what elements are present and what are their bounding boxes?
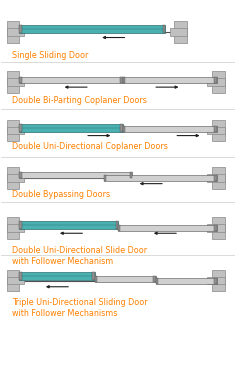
Bar	[120, 124, 123, 132]
Bar	[207, 127, 225, 135]
Bar	[19, 172, 22, 178]
Bar	[214, 278, 217, 284]
Text: Triple Uni-Directional Sliding Door
with Follower Mechanisms: Triple Uni-Directional Sliding Door with…	[13, 298, 148, 319]
Bar	[212, 71, 225, 93]
Bar	[19, 77, 22, 83]
Bar	[116, 221, 118, 229]
Bar	[212, 217, 225, 239]
Bar	[156, 278, 158, 284]
Bar	[95, 276, 156, 282]
Bar	[118, 225, 217, 231]
Bar	[214, 175, 217, 180]
Text: Double Uni-Directional Slide Door
with Follower Mechanism: Double Uni-Directional Slide Door with F…	[13, 246, 148, 266]
Bar	[19, 172, 132, 178]
Bar	[214, 126, 217, 132]
Bar	[118, 225, 120, 231]
Bar	[207, 174, 225, 182]
Text: Single Sliding Door: Single Sliding Door	[13, 51, 89, 60]
Bar	[19, 124, 22, 132]
Bar	[7, 270, 19, 291]
Text: Double Bypassing Doors: Double Bypassing Doors	[13, 190, 110, 199]
Bar	[19, 25, 22, 33]
Bar	[207, 224, 225, 232]
Bar	[212, 167, 225, 189]
Bar	[19, 272, 22, 280]
Bar	[120, 77, 123, 83]
Bar	[7, 21, 19, 42]
Bar	[7, 217, 19, 239]
Bar	[212, 120, 225, 141]
Bar	[19, 77, 123, 83]
Bar	[7, 174, 24, 182]
Bar	[92, 272, 95, 280]
Bar	[7, 224, 24, 232]
Bar	[7, 28, 24, 35]
Text: Double Bi-Parting Coplaner Doors: Double Bi-Parting Coplaner Doors	[13, 96, 147, 105]
Bar	[7, 127, 24, 135]
Bar	[207, 277, 225, 284]
Bar	[163, 25, 165, 33]
Bar	[153, 276, 156, 282]
Bar	[95, 276, 97, 282]
Bar	[123, 77, 125, 83]
Text: Double Uni-Directional Coplaner Doors: Double Uni-Directional Coplaner Doors	[13, 142, 168, 151]
Bar	[214, 77, 217, 83]
Bar	[7, 71, 19, 93]
Bar	[170, 28, 187, 35]
Bar	[19, 221, 118, 229]
Bar	[156, 278, 217, 284]
Bar	[123, 126, 125, 132]
Bar	[7, 78, 24, 86]
Bar	[104, 175, 217, 180]
Bar	[104, 175, 106, 180]
Bar	[19, 272, 95, 280]
Bar	[19, 124, 123, 132]
Bar	[7, 167, 19, 189]
Bar	[19, 221, 22, 229]
Bar	[174, 21, 187, 42]
Bar	[123, 77, 217, 83]
Bar	[19, 25, 165, 33]
Bar	[207, 78, 225, 86]
Bar	[123, 126, 217, 132]
Bar	[214, 225, 217, 231]
Bar	[130, 172, 132, 178]
Bar	[7, 120, 19, 141]
Bar	[7, 277, 24, 284]
Bar	[212, 270, 225, 291]
